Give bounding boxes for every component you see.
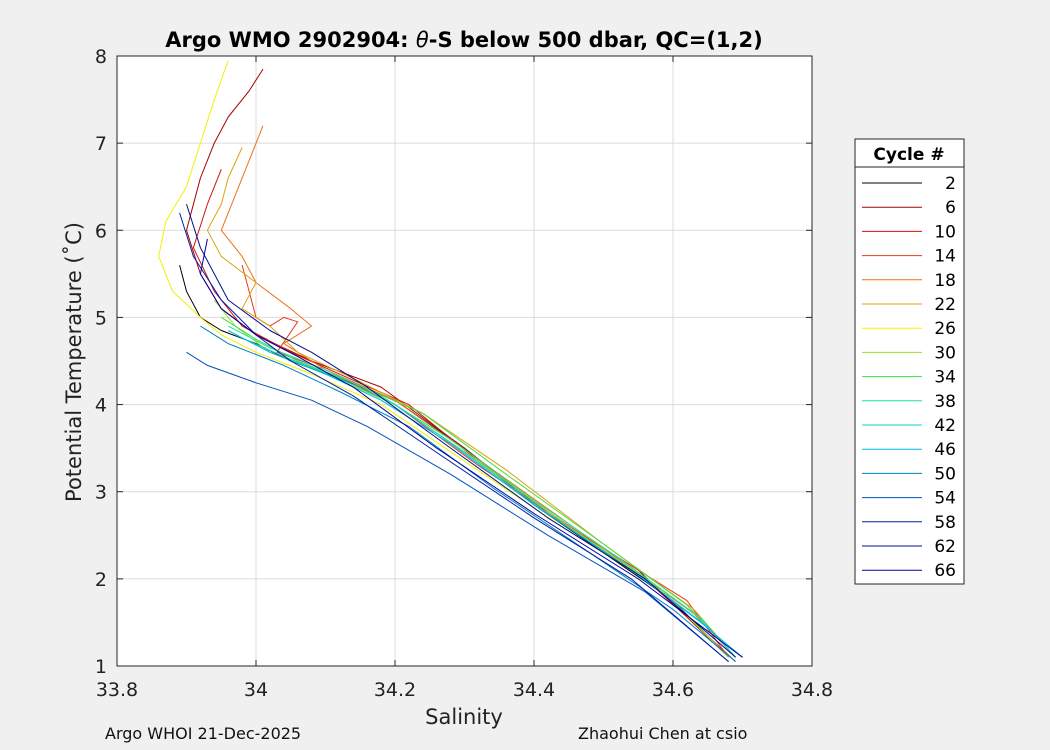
legend-label-6: 6 bbox=[945, 198, 956, 218]
title-prefix: Argo WMO 2902904: bbox=[165, 28, 416, 52]
legend-label-2: 2 bbox=[945, 174, 956, 194]
x-tick-label: 33.8 bbox=[96, 679, 138, 701]
legend-label-34: 34 bbox=[934, 368, 956, 388]
y-tick-label: 3 bbox=[95, 482, 107, 504]
y-tick-label: 1 bbox=[95, 656, 107, 678]
y-tick-label: 2 bbox=[95, 569, 107, 591]
series-line-cycle-38 bbox=[227, 325, 736, 658]
series-line-cycle-58 bbox=[179, 212, 729, 662]
plot-area bbox=[117, 56, 812, 666]
legend-title: Cycle # bbox=[873, 145, 944, 165]
series-line-cycle-54 bbox=[186, 351, 729, 662]
y-tick-label: 6 bbox=[95, 220, 107, 242]
legend-label-38: 38 bbox=[934, 392, 956, 412]
series-line-cycle-42 bbox=[234, 334, 736, 658]
legend-label-18: 18 bbox=[934, 271, 956, 291]
legend-label-62: 62 bbox=[934, 537, 956, 557]
x-axis-label: Salinity bbox=[425, 705, 503, 729]
chart-title: Argo WMO 2902904: θ-S below 500 dbar, QC… bbox=[165, 28, 762, 52]
plot-frame bbox=[116, 55, 813, 667]
grid-lines bbox=[117, 56, 812, 666]
legend-label-30: 30 bbox=[934, 343, 956, 363]
legend-label-10: 10 bbox=[934, 222, 956, 242]
legend-label-14: 14 bbox=[934, 247, 956, 267]
legend-label-42: 42 bbox=[934, 416, 956, 436]
x-tick-label: 34 bbox=[244, 679, 268, 701]
series-line-cycle-34 bbox=[221, 316, 736, 658]
x-tick-label: 34.8 bbox=[791, 679, 833, 701]
series-line-cycle-62 bbox=[186, 203, 736, 658]
legend-label-66: 66 bbox=[934, 561, 956, 581]
y-tick-label: 7 bbox=[95, 133, 107, 155]
y-axis-label: Potential Temperature (˚C) bbox=[62, 222, 86, 502]
footer-author: Zhaohui Chen at csio bbox=[578, 724, 748, 743]
x-tick-label: 34.6 bbox=[652, 679, 694, 701]
series-line-cycle-22 bbox=[206, 147, 736, 658]
x-tick-label: 34.4 bbox=[513, 679, 555, 701]
y-tick-label: 5 bbox=[95, 307, 107, 329]
legend-label-46: 46 bbox=[934, 440, 956, 460]
legend-label-58: 58 bbox=[934, 513, 956, 533]
title-suffix: -S below 500 dbar, QC=(1,2) bbox=[429, 28, 763, 52]
x-tick-label: 34.2 bbox=[374, 679, 416, 701]
title-theta: θ bbox=[416, 28, 429, 52]
series-line-cycle-26 bbox=[158, 60, 729, 658]
legend-label-54: 54 bbox=[934, 489, 956, 509]
y-tick-label: 8 bbox=[95, 46, 107, 68]
series-group bbox=[158, 60, 743, 662]
legend-label-22: 22 bbox=[934, 295, 956, 315]
y-tick-label: 4 bbox=[95, 395, 107, 417]
legend-box bbox=[854, 138, 965, 585]
legend-label-50: 50 bbox=[934, 464, 956, 484]
series-line-cycle-66 bbox=[199, 238, 743, 658]
footer-source: Argo WHOI 21-Dec-2025 bbox=[105, 724, 302, 743]
legend-label-26: 26 bbox=[934, 319, 956, 339]
